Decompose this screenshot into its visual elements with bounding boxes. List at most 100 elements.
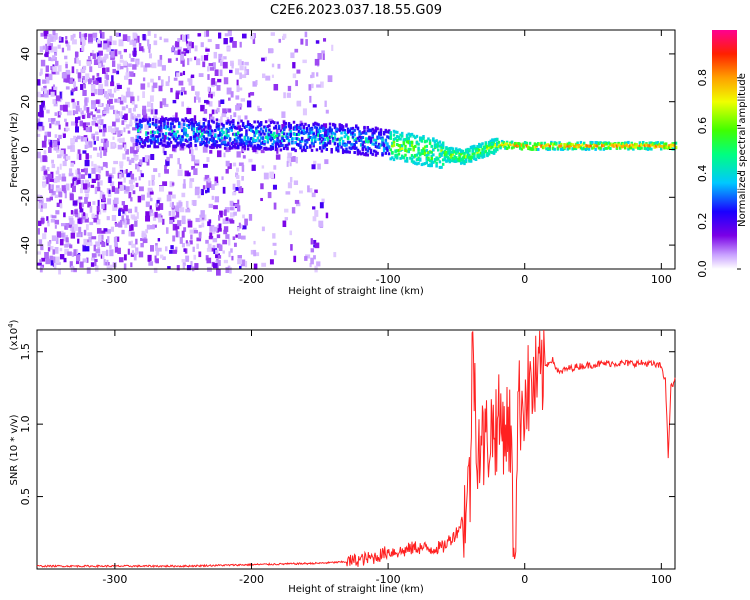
heatmap-cell	[311, 164, 316, 170]
heatmap-cell	[82, 244, 86, 252]
heatmap-cell	[209, 224, 215, 232]
heatmap-cell	[51, 215, 57, 219]
heatmap-cell	[261, 140, 265, 144]
heatmap-cell	[78, 60, 81, 66]
x-tick-label: -300	[102, 273, 127, 286]
heatmap-cell	[387, 152, 391, 156]
heatmap-cell	[211, 78, 216, 85]
heatmap-cell	[473, 146, 476, 150]
heatmap-cell	[81, 33, 84, 40]
heatmap-cell	[348, 150, 351, 154]
heatmap-cell	[106, 259, 109, 266]
heatmap-cell	[82, 89, 87, 96]
heatmap-cell	[212, 137, 215, 141]
heatmap-cell	[242, 225, 247, 230]
heatmap-cell	[410, 143, 414, 147]
heatmap-cell	[330, 131, 333, 135]
heatmap-cell	[641, 141, 645, 145]
heatmap-cell	[45, 46, 48, 53]
heatmap-cell	[210, 146, 214, 150]
heatmap-cell	[359, 143, 363, 147]
heatmap-cell	[256, 144, 260, 148]
heatmap-cell	[153, 136, 156, 140]
heatmap-cell	[44, 53, 48, 57]
heatmap-cell	[38, 220, 42, 227]
heatmap-cell	[44, 88, 47, 95]
heatmap-cell	[240, 235, 246, 240]
heatmap-cell	[233, 242, 237, 247]
heatmap-cell	[175, 41, 180, 48]
heatmap-cell	[230, 120, 233, 124]
heatmap-cell	[323, 133, 327, 137]
heatmap-cell	[222, 56, 227, 60]
heatmap-cell	[218, 53, 223, 60]
heatmap-cell	[75, 117, 79, 124]
heatmap-cell	[318, 134, 322, 138]
heatmap-cell	[269, 138, 273, 142]
heatmap-cell	[187, 120, 191, 124]
heatmap-cell	[60, 233, 65, 238]
heatmap-cell	[569, 142, 573, 146]
heatmap-cell	[532, 147, 535, 151]
heatmap-cell	[148, 118, 151, 122]
heatmap-cell	[44, 227, 47, 233]
heatmap-cell	[443, 150, 447, 154]
heatmap-cell	[668, 146, 671, 150]
heatmap-cell	[476, 153, 479, 157]
heatmap-cell	[163, 125, 166, 129]
heatmap-cell	[163, 119, 166, 123]
heatmap-cell	[135, 238, 138, 245]
heatmap-cell	[266, 132, 270, 136]
heatmap-cell	[86, 155, 92, 159]
heatmap-cell	[128, 53, 131, 58]
heatmap-cell	[333, 252, 337, 258]
heatmap-cell	[248, 138, 251, 142]
heatmap-cell	[204, 174, 210, 180]
heatmap-cell	[73, 110, 79, 115]
heatmap-cell	[175, 92, 180, 100]
heatmap-cell	[386, 146, 389, 150]
heatmap-cell	[128, 241, 132, 246]
heatmap-cell	[45, 258, 51, 265]
heatmap-cell	[566, 142, 570, 146]
colorbar-tick-label: 0.0	[696, 260, 709, 278]
heatmap-cell	[37, 151, 41, 159]
heatmap-cell	[230, 248, 233, 253]
heatmap-cell	[461, 151, 465, 155]
heatmap-cell	[76, 101, 80, 106]
heatmap-cell	[179, 141, 183, 145]
heatmap-cell	[123, 190, 129, 194]
heatmap-cell	[163, 143, 166, 147]
heatmap-cell	[37, 228, 40, 235]
heatmap-cell	[40, 208, 43, 212]
heatmap-cell	[423, 140, 427, 144]
heatmap-cell	[123, 75, 129, 80]
heatmap-cell	[425, 144, 429, 148]
heatmap-cell	[153, 144, 156, 148]
heatmap-cell	[330, 135, 333, 139]
heatmap-cell	[76, 135, 81, 140]
heatmap-cell	[579, 140, 583, 144]
heatmap-cell	[153, 131, 156, 135]
heatmap-cell	[440, 152, 443, 156]
heatmap-cell	[49, 255, 53, 261]
heatmap-cell	[338, 138, 342, 142]
heatmap-cell	[81, 36, 85, 44]
heatmap-cell	[107, 236, 110, 244]
heatmap-cell	[220, 136, 224, 140]
heatmap-cell	[53, 86, 58, 90]
heatmap-cell	[72, 211, 76, 216]
heatmap-cell	[407, 132, 411, 136]
heatmap-cell	[292, 120, 296, 124]
heatmap-cell	[215, 181, 219, 186]
heatmap-cell	[468, 157, 471, 161]
heatmap-cell	[216, 150, 222, 158]
heatmap-cell	[304, 31, 308, 38]
heatmap-cell	[111, 186, 115, 193]
heatmap-cell	[262, 73, 266, 79]
heatmap-cell	[414, 144, 417, 148]
heatmap-cell	[229, 69, 233, 74]
heatmap-cell	[65, 101, 70, 108]
heatmap-cell	[325, 148, 329, 152]
heatmap-cell	[451, 158, 455, 162]
